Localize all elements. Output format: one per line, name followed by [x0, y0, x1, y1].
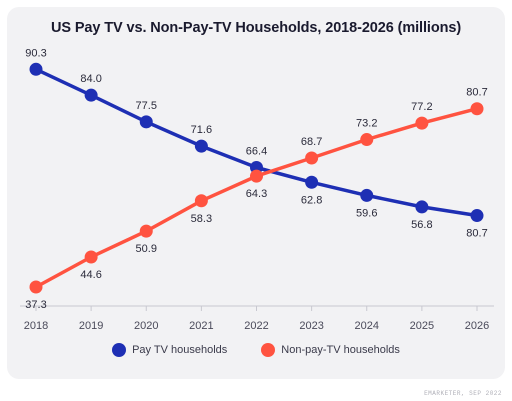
x-tick-label: 2018	[24, 320, 48, 332]
non-pay-tv-point	[360, 133, 374, 147]
pay-tv-data-label: 56.8	[411, 219, 432, 231]
legend-item-pay-tv: Pay TV households	[112, 343, 227, 357]
x-tick-label: 2024	[355, 320, 379, 332]
pay-tv-data-label: 77.5	[136, 100, 157, 112]
pay-tv-point	[29, 62, 43, 76]
non-pay-tv-point	[84, 250, 98, 264]
non-pay-tv-point	[250, 169, 263, 183]
non-pay-tv-data-label: 77.2	[411, 101, 432, 113]
non-pay-tv-data-label: 80.7	[466, 87, 487, 99]
non-pay-tv-point	[305, 151, 319, 165]
non-pay-tv-data-label: 68.7	[301, 136, 322, 148]
legend-label-non-pay-tv: Non-pay-TV households	[281, 344, 400, 356]
non-pay-tv-point	[194, 194, 208, 208]
pay-tv-point	[194, 139, 208, 153]
x-tick-label: 2021	[189, 320, 213, 332]
non-pay-tv-data-label: 37.3	[25, 299, 46, 311]
pay-tv-point	[470, 209, 484, 223]
pay-tv-data-label: 59.6	[356, 207, 377, 219]
x-tick-label: 2025	[410, 320, 434, 332]
pay-tv-point	[305, 175, 319, 189]
legend-marker-pay-tv	[112, 343, 127, 357]
pay-tv-data-label: 84.0	[80, 73, 101, 85]
pay-tv-data-label: 80.7	[466, 228, 487, 240]
legend-item-non-pay-tv: Non-pay-TV households	[261, 343, 400, 357]
chart-title: US Pay TV vs. Non-Pay-TV Households, 201…	[50, 20, 462, 36]
non-pay-tv-point	[415, 116, 429, 130]
non-pay-tv-data-label: 44.6	[80, 269, 101, 281]
legend-label-pay-tv: Pay TV households	[132, 344, 228, 356]
chart-card	[7, 7, 505, 379]
source-footer: EMARKETER, SEP 2022	[424, 390, 502, 397]
pay-tv-point	[84, 88, 98, 102]
non-pay-tv-point	[470, 102, 484, 116]
non-pay-tv-point	[29, 280, 43, 294]
non-pay-tv-data-label: 73.2	[356, 118, 377, 130]
legend-marker-non-pay-tv	[261, 343, 276, 357]
non-pay-tv-data-label: 64.3	[246, 188, 267, 200]
legend: Pay TV households Non-pay-TV households	[0, 343, 512, 357]
pay-tv-point	[139, 115, 153, 129]
pay-tv-data-label: 66.4	[246, 145, 267, 157]
pay-tv-data-label: 90.3	[25, 47, 46, 59]
non-pay-tv-data-label: 58.3	[191, 213, 212, 225]
pay-tv-point	[360, 188, 374, 202]
x-tick-label: 2020	[134, 320, 158, 332]
x-tick-label: 2023	[299, 320, 323, 332]
pay-tv-data-label: 71.6	[191, 124, 212, 136]
x-tick-label: 2022	[244, 320, 268, 332]
x-tick-label: 2026	[465, 320, 489, 332]
x-tick-label: 2019	[79, 320, 103, 332]
non-pay-tv-point	[139, 224, 153, 238]
pay-tv-data-label: 62.8	[301, 194, 322, 206]
pay-tv-point	[415, 200, 429, 214]
non-pay-tv-data-label: 50.9	[136, 243, 157, 255]
